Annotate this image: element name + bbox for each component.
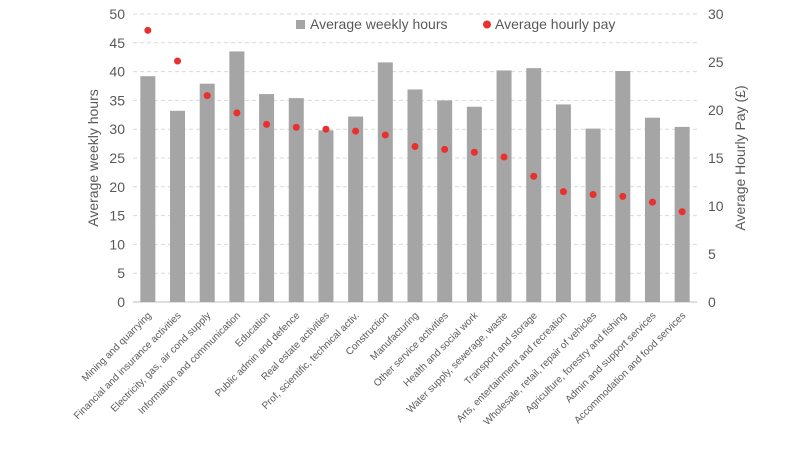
data-point	[678, 208, 686, 216]
legend: Average weekly hours Average hourly pay	[296, 16, 615, 32]
bar	[318, 130, 334, 302]
bar	[437, 100, 453, 303]
left-tick-label: 10	[109, 236, 125, 252]
data-point	[381, 131, 389, 139]
right-tick-label: 20	[708, 102, 724, 118]
left-tick-label: 50	[109, 6, 125, 22]
bar	[615, 71, 631, 302]
bar	[288, 98, 304, 302]
bar	[229, 51, 245, 302]
right-tick-label: 25	[708, 54, 724, 70]
data-point	[559, 188, 567, 196]
left-tick-label: 15	[109, 208, 125, 224]
data-point	[322, 125, 330, 133]
bar	[496, 70, 512, 302]
right-tick-label: 10	[708, 198, 724, 214]
right-tick-label: 5	[708, 246, 716, 262]
left-tick-label: 45	[109, 35, 125, 51]
right-tick-label: 0	[708, 294, 716, 310]
left-tick-label: 0	[117, 294, 125, 310]
data-point	[263, 120, 271, 128]
data-point	[233, 109, 241, 117]
legend-label-hourly-pay: Average hourly pay	[495, 16, 615, 32]
data-point	[292, 123, 300, 131]
data-point	[589, 190, 597, 198]
legend-label-weekly-hours: Average weekly hours	[310, 16, 447, 32]
legend-swatch-weekly-hours	[296, 20, 305, 29]
category-label: Arts, entertainment and recreation	[455, 310, 570, 425]
data-point	[203, 92, 211, 100]
left-tick-label: 30	[109, 121, 125, 137]
bar	[170, 110, 186, 302]
bar	[377, 62, 393, 302]
bar	[585, 128, 601, 302]
right-axis-ticks: 0 5 10 15 20 25 30	[708, 6, 724, 310]
bar	[407, 89, 423, 303]
right-axis-title: Average Hourly Pay (£)	[732, 85, 748, 230]
bar	[644, 117, 660, 303]
bar	[140, 76, 156, 302]
point-series-hourly-pay	[144, 26, 686, 216]
data-point	[441, 145, 449, 153]
bar	[466, 106, 482, 303]
bar	[199, 83, 215, 302]
data-point	[530, 172, 538, 180]
data-point	[174, 57, 182, 65]
left-tick-label: 25	[109, 150, 125, 166]
legend-swatch-hourly-pay	[483, 20, 491, 29]
category-label: Financial and insurance activities	[72, 310, 184, 422]
bar	[259, 94, 275, 303]
data-point	[648, 198, 656, 206]
left-axis-ticks: 0 5 10 15 20 25 30 35 40 45 50	[109, 6, 125, 310]
bar	[526, 68, 542, 302]
category-label: Accommodation and food services	[572, 310, 688, 426]
bar-series-weekly-hours	[140, 51, 690, 303]
data-point	[411, 142, 419, 150]
left-tick-label: 40	[109, 64, 125, 80]
bar	[348, 116, 364, 302]
data-point	[619, 192, 627, 200]
data-point	[470, 148, 478, 156]
left-tick-label: 20	[109, 179, 125, 195]
data-point	[352, 127, 360, 135]
left-tick-label: 5	[117, 265, 125, 281]
right-tick-label: 15	[708, 150, 724, 166]
data-point	[144, 26, 152, 34]
left-tick-label: 35	[109, 92, 125, 108]
data-point	[500, 153, 508, 161]
right-tick-label: 30	[708, 6, 724, 22]
bar	[555, 104, 571, 302]
left-axis-title: Average weekly hours	[85, 89, 101, 226]
